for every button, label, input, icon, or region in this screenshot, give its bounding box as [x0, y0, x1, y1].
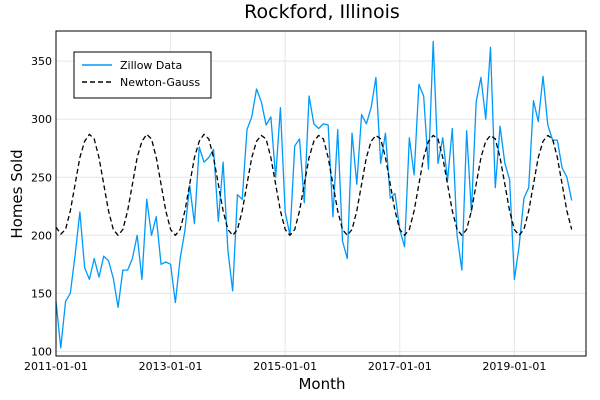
- legend-label-newton-gauss: Newton-Gauss: [120, 76, 200, 89]
- legend-label-zillow-data: Zillow Data: [120, 59, 182, 72]
- y-tick-label: 250: [31, 171, 52, 184]
- x-tick-label: 2019-01-01: [482, 360, 546, 373]
- plot-frame: [55, 30, 587, 357]
- x-tick-label: 2015-01-01: [253, 360, 317, 373]
- y-tick-label: 350: [31, 55, 52, 68]
- y-tick-labels: 100 150 200 250 300 350: [31, 55, 52, 358]
- x-tick-label: 2011-01-01: [24, 360, 88, 373]
- x-tick-labels: 2011-01-01 2013-01-01 2015-01-01 2017-01-01…: [24, 360, 546, 373]
- y-tick-label: 300: [31, 113, 52, 126]
- y-tick-label: 150: [31, 287, 52, 300]
- x-axis-label: Month: [298, 375, 345, 393]
- series-line-newton-gauss: [55, 133, 573, 236]
- y-tick-label: 200: [31, 229, 52, 242]
- y-tick-label: 100: [31, 345, 52, 358]
- series-line-zillow-data: [55, 40, 573, 349]
- chart-title: Rockford, Illinois: [244, 1, 400, 23]
- series-layer: [55, 40, 573, 349]
- x-tick-label: 2017-01-01: [368, 360, 432, 373]
- legend: Zillow Data Newton-Gauss: [73, 51, 212, 99]
- x-tick-label: 2013-01-01: [139, 360, 203, 373]
- legend-box: [73, 51, 212, 99]
- y-axis-label: Homes Sold: [8, 149, 26, 238]
